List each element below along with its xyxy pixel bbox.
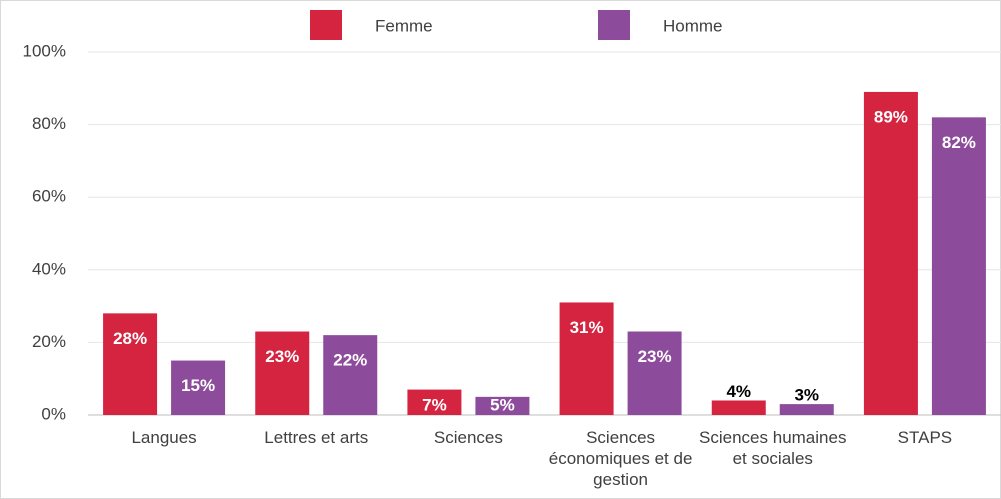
value-label: 4% — [726, 382, 751, 401]
bar — [931, 117, 986, 415]
value-label: 89% — [874, 107, 908, 126]
y-tick-label: 100% — [23, 41, 66, 60]
bar — [863, 91, 918, 416]
value-label: 7% — [422, 395, 447, 414]
value-label: 31% — [570, 318, 604, 337]
bar — [559, 302, 614, 415]
bar — [255, 331, 310, 415]
y-tick-label: 40% — [32, 259, 66, 278]
value-label: 22% — [333, 351, 367, 370]
x-tick-label: Sciences économiques et de gestion — [548, 428, 693, 489]
legend-swatch — [310, 10, 342, 40]
value-label: 28% — [113, 329, 147, 348]
value-label: 15% — [181, 376, 215, 395]
bar — [407, 389, 462, 415]
bar — [627, 331, 682, 415]
legend-swatch — [598, 10, 630, 40]
legend-label: Femme — [375, 16, 433, 35]
value-label: 5% — [490, 395, 515, 414]
y-tick-label: 60% — [32, 187, 66, 206]
value-label: 3% — [794, 386, 819, 405]
bar — [711, 400, 766, 415]
x-tick-label: Sciences — [433, 428, 503, 447]
x-tick-label: Lettres et arts — [264, 428, 369, 447]
bar — [171, 360, 226, 415]
bar — [779, 404, 834, 415]
bar — [475, 396, 530, 415]
value-label: 23% — [638, 347, 672, 366]
value-label: 23% — [265, 347, 299, 366]
bar — [323, 335, 378, 415]
y-tick-label: 80% — [32, 114, 66, 133]
y-tick-label: 0% — [41, 404, 66, 423]
value-label: 82% — [942, 133, 976, 152]
x-tick-label: Sciences humaines et sociales — [699, 428, 847, 468]
x-tick-label: Langues — [131, 428, 197, 447]
bar — [103, 313, 158, 415]
legend-label: Homme — [663, 16, 723, 35]
x-tick-label: STAPS — [897, 428, 953, 447]
y-tick-label: 20% — [32, 332, 66, 351]
